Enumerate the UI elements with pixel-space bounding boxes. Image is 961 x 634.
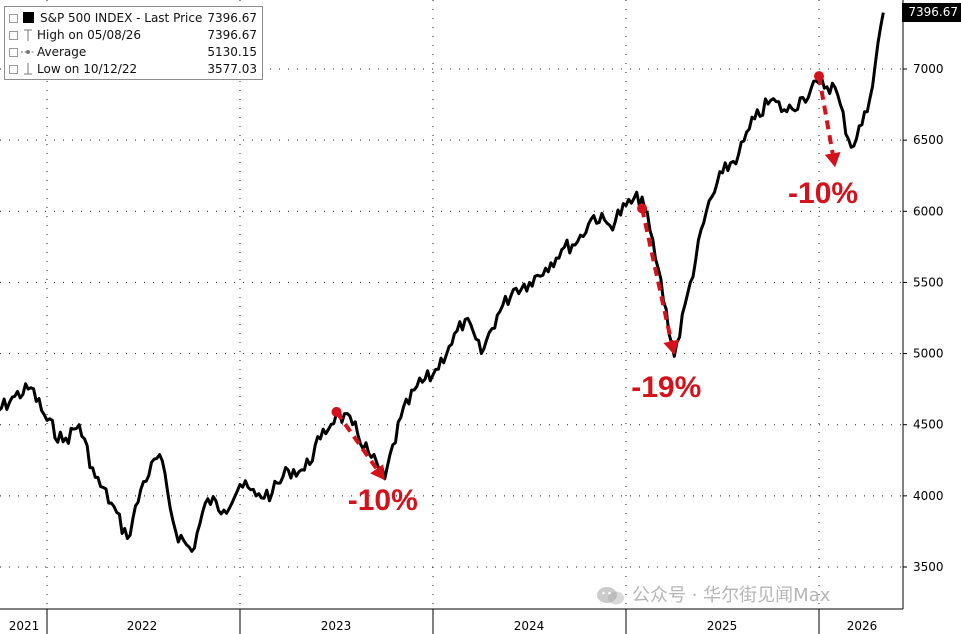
annotation-arrow-head [824,152,841,168]
legend-series-swatch [23,12,34,23]
low-marker-icon [24,63,32,75]
legend-checkbox[interactable] [9,14,18,23]
y-tick-label: 6000 [913,204,944,218]
high-marker-icon [24,29,32,41]
last-price-tag: 7396.67 [902,3,961,22]
legend-high-label: High on 05/08/26 [37,28,142,42]
wechat-logo-icon [597,587,624,605]
annotation-arrow-line [334,410,379,470]
x-tick-label: 2024 [514,619,545,633]
series-group [0,12,885,553]
legend-checkbox[interactable] [9,48,18,57]
y-tick-label: 4000 [913,489,944,503]
legend-row-average: Average 5130.15 [5,44,262,60]
y-tick-label: 5500 [913,275,944,289]
legend-checkbox[interactable] [9,65,18,74]
y-tick-label: 3500 [913,560,944,574]
legend-high-value: 7396.67 [207,28,257,42]
y-tick-label: 6500 [913,133,944,147]
annotations-group: -10% -19% -10% [331,71,858,517]
x-tick-labels: 2021 2022 2023 2024 2025 2026 [9,609,878,634]
watermark-text: 公众号 · 华尔街见闻Max [632,585,831,606]
legend-row-low: Low on 10/12/22 3577.03 [5,61,262,77]
watermark: 公众号 · 华尔街见闻Max [596,582,830,610]
axes [0,0,904,610]
y-tick-label: 7000 [913,62,944,76]
legend-low-label: Low on 10/12/22 [37,62,138,76]
legend: S&P 500 INDEX - Last Price 7396.67 High … [4,6,263,80]
legend-row-high: High on 05/08/26 7396.67 [5,27,262,43]
x-tick-label: 2022 [127,619,158,633]
annotation-arrow-head [663,339,680,355]
x-tick-label: 2026 [847,619,878,633]
legend-low-value: 3577.03 [207,62,257,76]
annotation-arrow-line [817,75,835,154]
y-tick-labels: 3500 4000 4500 5000 5500 6000 6500 7000 [903,62,944,574]
annotation-arrow-head [370,464,385,481]
average-marker-icon [21,50,35,54]
y-tick-label: 5000 [913,347,944,361]
series-line [0,12,885,553]
legend-average-value: 5130.15 [207,45,257,59]
gridlines [0,0,903,609]
y-tick-label: 4500 [913,418,944,432]
legend-series-label: S&P 500 INDEX - Last Price [40,11,203,25]
legend-checkbox[interactable] [9,31,18,40]
annotation-label: -10% [348,484,418,517]
legend-average-label: Average [37,45,87,59]
legend-row-series: S&P 500 INDEX - Last Price 7396.67 [5,10,262,26]
annotation-label: -19% [631,371,701,404]
x-tick-label: 2023 [321,619,352,633]
legend-series-value: 7396.67 [207,11,257,25]
annotation-label: -10% [788,177,858,210]
annotation-arrow-line [640,208,674,342]
x-tick-label: 2021 [9,619,40,633]
x-tick-label: 2025 [707,619,738,633]
